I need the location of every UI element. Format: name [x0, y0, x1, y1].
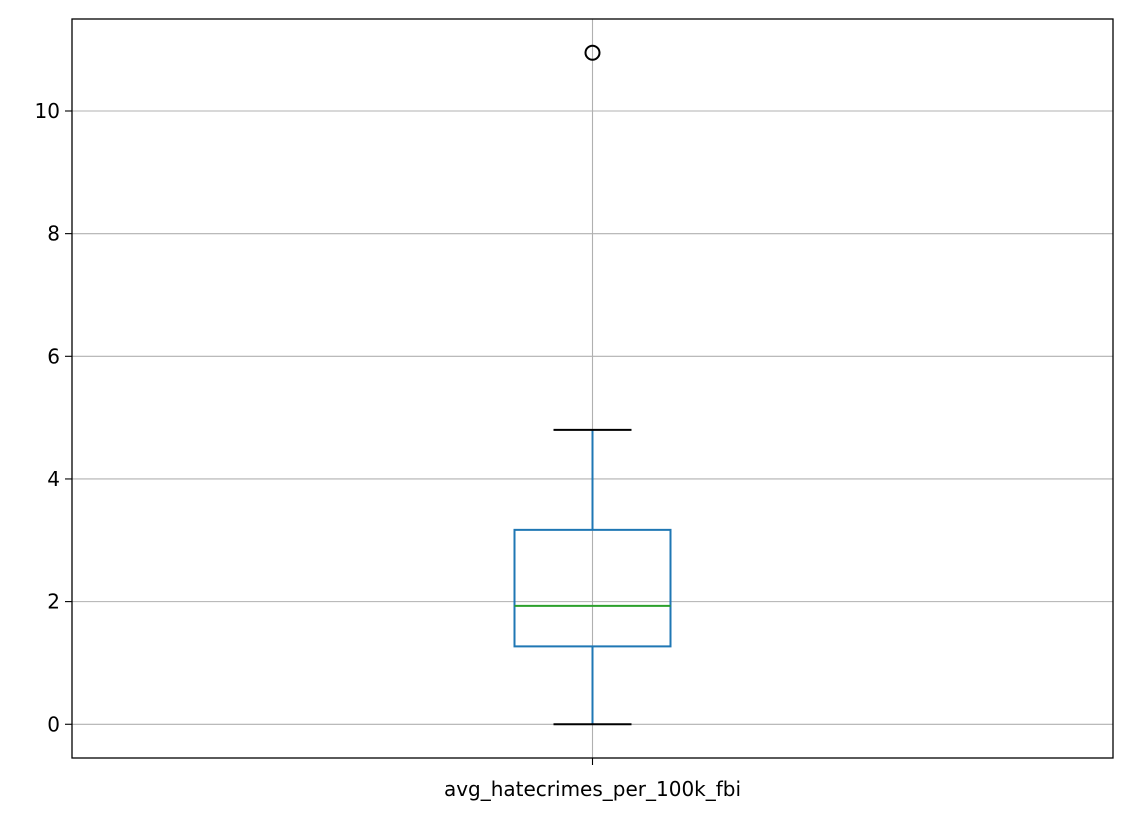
y-tick-label: 4	[47, 467, 60, 491]
y-tick-label: 2	[47, 590, 60, 614]
box-layer	[513, 44, 672, 726]
x-tick-label: avg_hatecrimes_per_100k_fbi	[444, 777, 741, 801]
y-tick-label: 6	[47, 344, 60, 368]
tick-layer: 0 2 4 6 8 10 avg_hatecrimes_per_100k_fbi	[35, 99, 742, 801]
y-tick-label: 10	[35, 99, 60, 123]
iqr-box	[513, 528, 672, 648]
outlier-point	[584, 44, 601, 61]
y-tick-label: 8	[47, 222, 60, 246]
y-tick-label: 0	[47, 712, 60, 736]
